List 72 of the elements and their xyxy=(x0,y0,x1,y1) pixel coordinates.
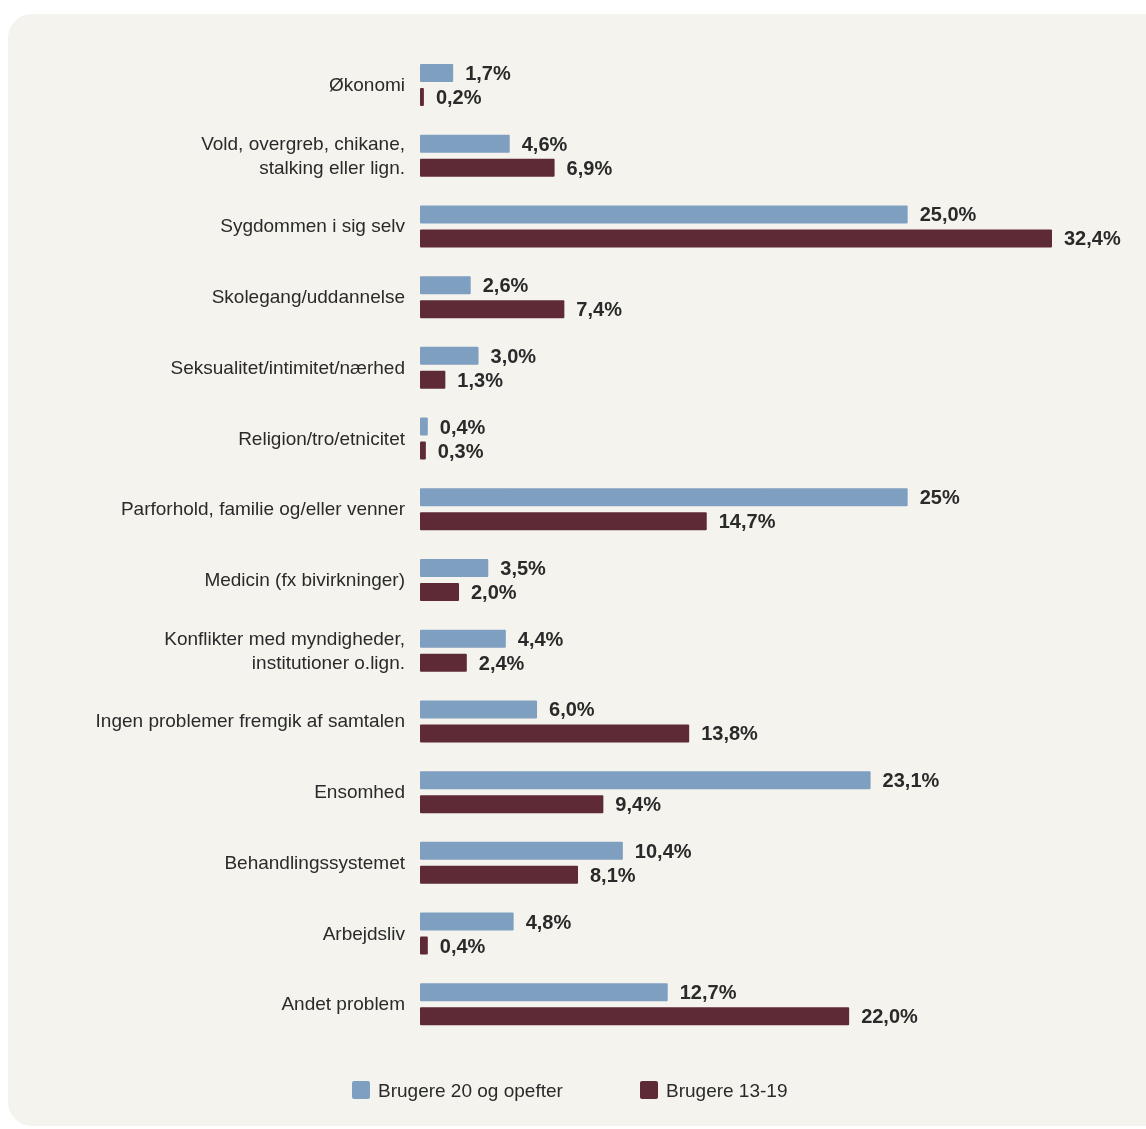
data-label: 9,4% xyxy=(615,793,662,816)
y-tick-label: Vold, overgreb, chikane, stalking eller lign. xyxy=(201,132,405,178)
data-label: 0,3% xyxy=(437,439,484,462)
y-tick-label: Behandlingssystemet xyxy=(224,851,406,873)
y-tick-label: Religion/tro/etnicitet xyxy=(238,427,406,449)
bar xyxy=(420,653,467,672)
data-label: 12,7% xyxy=(679,981,737,1004)
bar xyxy=(420,512,707,531)
bar xyxy=(420,88,424,106)
y-tick-label: Sygdommen i sig selv xyxy=(220,215,406,237)
data-label: 4,8% xyxy=(525,910,572,933)
bar xyxy=(420,134,510,153)
data-label: 23,1% xyxy=(882,769,940,792)
bar xyxy=(420,441,426,460)
y-tick-label: Andet problem xyxy=(281,993,405,1015)
data-label: 13,8% xyxy=(701,722,759,745)
bar xyxy=(420,300,565,319)
bar xyxy=(420,629,506,648)
bar xyxy=(420,64,454,82)
data-label: 6,0% xyxy=(549,698,595,721)
bar xyxy=(420,346,479,365)
y-tick-label: Medicin (fx bivirkninger) xyxy=(204,569,405,590)
data-label: 1,3% xyxy=(457,368,504,391)
data-label: 3,0% xyxy=(490,344,537,367)
data-label: 2,6% xyxy=(482,274,529,297)
bar xyxy=(420,795,604,814)
data-label: 25% xyxy=(919,486,960,509)
bar xyxy=(420,983,668,1002)
bar xyxy=(420,417,428,436)
data-label: 4,6% xyxy=(521,132,568,155)
data-label: 2,0% xyxy=(471,581,517,603)
data-label: 7,4% xyxy=(576,298,623,321)
bar xyxy=(420,276,471,295)
bar xyxy=(420,370,446,389)
bar xyxy=(420,205,908,224)
data-label: 14,7% xyxy=(718,510,776,533)
bar xyxy=(420,158,555,177)
bar xyxy=(420,488,908,507)
y-tick-label: Arbejdsliv xyxy=(322,922,406,944)
data-label: 1,7% xyxy=(465,62,511,84)
bar xyxy=(420,841,623,860)
data-label: 10,4% xyxy=(634,839,692,862)
data-label: 4,4% xyxy=(517,627,564,650)
bar xyxy=(420,724,690,743)
bar xyxy=(420,559,489,577)
y-tick-label: Skolegang/uddannelse xyxy=(211,286,405,308)
data-label: 2,4% xyxy=(478,651,525,674)
legend-label: Brugere 20 og opefter xyxy=(378,1080,564,1101)
bar xyxy=(420,1007,850,1026)
bar xyxy=(420,912,514,931)
legend-label: Brugere 13-19 xyxy=(666,1080,788,1101)
y-tick-label: Konflikter med myndigheder, institutioner o.lign. xyxy=(164,627,405,673)
data-label: 22,0% xyxy=(861,1005,919,1028)
bar xyxy=(420,936,428,955)
bar xyxy=(420,700,538,719)
bar xyxy=(420,771,871,790)
data-label: 25,0% xyxy=(919,203,977,226)
data-label: 6,9% xyxy=(566,156,613,179)
data-label: 3,5% xyxy=(500,557,547,579)
y-tick-label: Ingen problemer fremgik af samtalen xyxy=(95,710,405,732)
data-label: 0,4% xyxy=(439,415,486,438)
bar xyxy=(420,229,1052,248)
y-tick-label: Parforhold, familie og/eller venner xyxy=(120,498,406,520)
y-tick-label: Ensomhed xyxy=(314,781,405,803)
bar xyxy=(420,583,460,601)
data-label: 0,4% xyxy=(439,934,486,957)
y-tick-label: Seksualitet/intimitet/nærhed xyxy=(170,356,405,378)
y-tick-label: Økonomi xyxy=(328,74,405,95)
data-label: 0,2% xyxy=(435,86,482,108)
data-label: 32,4% xyxy=(1064,227,1121,250)
data-label: 8,1% xyxy=(590,863,636,886)
bar xyxy=(420,865,578,884)
